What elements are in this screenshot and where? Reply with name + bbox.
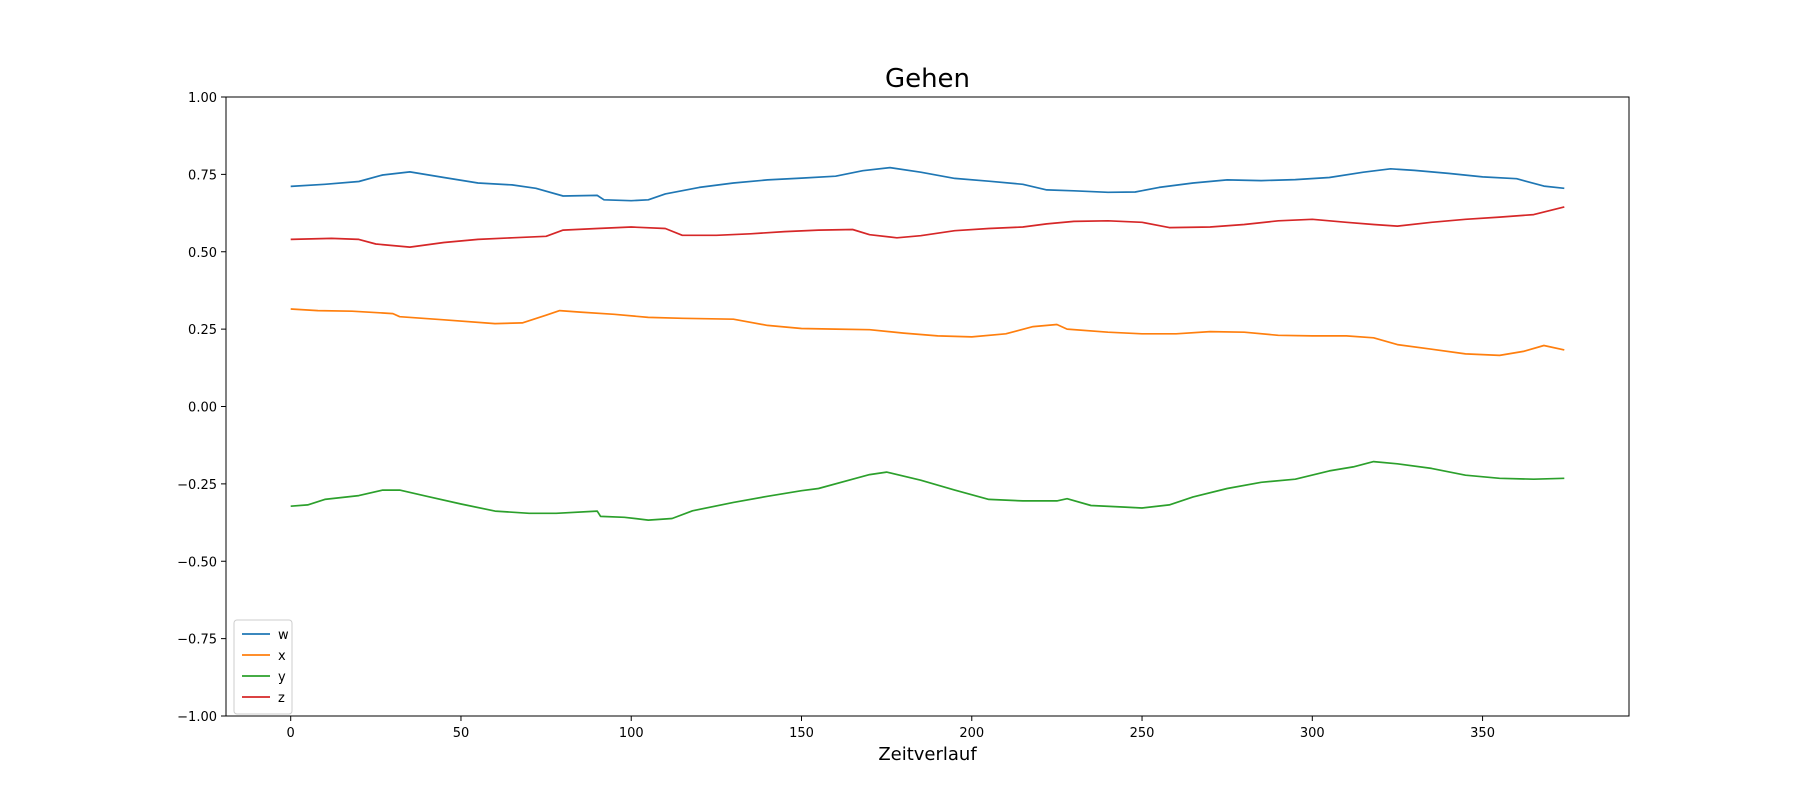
legend-box <box>233 619 293 715</box>
legend-label-x: x <box>278 649 286 664</box>
y-tick-label: 0.75 <box>188 168 217 183</box>
legend-label-y: y <box>278 670 286 685</box>
x-tick-label: 250 <box>1130 726 1155 741</box>
x-tick-label: 0 <box>287 726 295 741</box>
y-tick-label: −1.00 <box>177 710 217 725</box>
x-tick-label: 100 <box>619 726 644 741</box>
series-line-w <box>290 166 1565 202</box>
x-tick-label: 200 <box>959 726 984 741</box>
series-layer <box>290 166 1565 521</box>
x-tick-label: 150 <box>789 726 814 741</box>
x-axis: 0 50 100 150 200 250 300 350 <box>287 716 1495 741</box>
series-line-y <box>290 460 1565 521</box>
x-tick-label: 300 <box>1300 726 1325 741</box>
y-axis: −1.00 −0.75 −0.50 −0.25 0.00 0.25 0.50 0.75 1.00 <box>177 91 226 725</box>
x-tick-label: 50 <box>453 726 470 741</box>
y-tick-label: −0.25 <box>177 478 217 493</box>
series-line-z <box>290 206 1565 248</box>
y-tick-label: 0.50 <box>188 246 217 261</box>
y-tick-label: 1.00 <box>188 91 217 106</box>
y-tick-label: −0.75 <box>177 633 217 648</box>
y-tick-label: 0.25 <box>188 323 217 338</box>
y-tick-label: 0.00 <box>188 401 217 416</box>
y-tick-label: −0.50 <box>177 555 217 570</box>
series-line-x <box>290 308 1565 357</box>
legend-label-w: w <box>278 628 289 643</box>
chart-title: Gehen <box>885 64 970 94</box>
legend-label-z: z <box>278 691 285 706</box>
x-axis-label: Zeitverlauf <box>878 744 977 765</box>
x-tick-label: 350 <box>1470 726 1495 741</box>
